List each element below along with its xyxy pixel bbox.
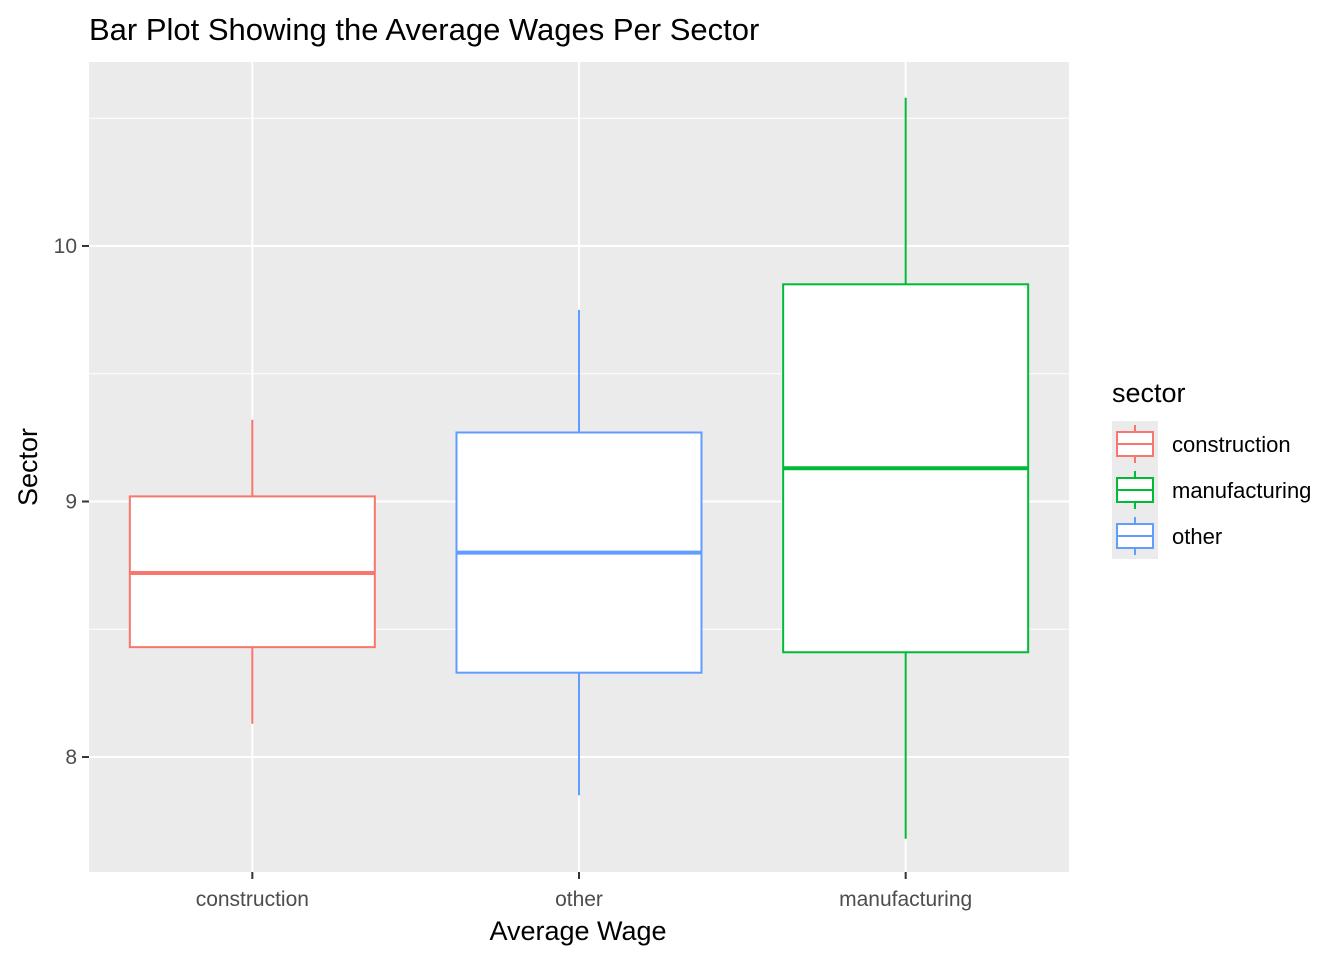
x-tick-label: other [555,888,603,911]
legend-label: construction [1172,432,1291,457]
y-tick-label: 9 [65,490,77,513]
legend: sector construction manufacturing other [1112,378,1311,559]
legend-items: construction manufacturing other [1112,421,1311,559]
legend-item-other: other [1112,513,1222,559]
axes: 8 9 10 construction other manufacturing [54,235,973,911]
legend-label: manufacturing [1172,478,1311,503]
box-layer [128,97,1030,839]
box-other [455,309,703,796]
legend-item-manufacturing: manufacturing [1112,467,1311,513]
y-tick-label: 10 [54,235,77,258]
y-tick-label: 8 [65,746,77,769]
box-construction [128,419,376,724]
x-axis-title: Average Wage [489,916,666,946]
x-tick-label: construction [196,888,309,911]
y-axis-title: Sector [13,428,43,506]
x-tick-label: manufacturing [839,888,972,911]
chart-title: Bar Plot Showing the Average Wages Per S… [89,12,759,47]
legend-item-construction: construction [1112,421,1291,467]
legend-title: sector [1112,378,1186,408]
box-manufacturing [782,97,1030,839]
legend-label: other [1172,524,1222,549]
